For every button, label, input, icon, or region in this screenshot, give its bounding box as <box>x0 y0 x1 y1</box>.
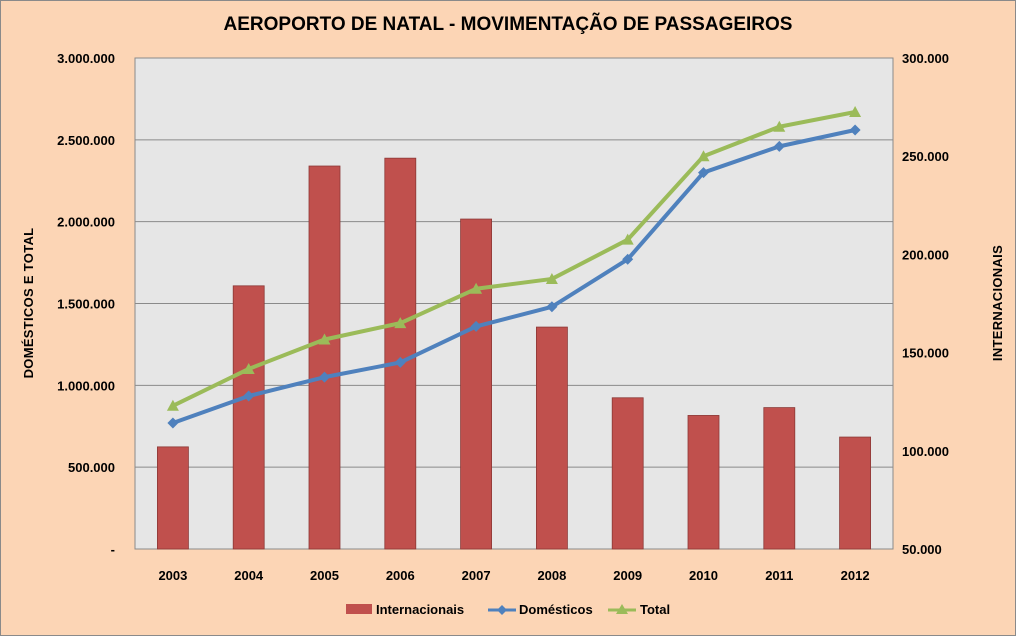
marker-total <box>394 317 407 329</box>
marker-domesticos <box>849 124 861 136</box>
marker-total <box>621 233 634 245</box>
marker-domesticos <box>167 417 179 429</box>
marker-domesticos <box>773 140 785 152</box>
x-tick-label: 2004 <box>234 568 264 583</box>
y-tick-left: - <box>111 542 115 557</box>
bar-internacionais <box>308 165 341 550</box>
x-tick-label: 2008 <box>537 568 566 583</box>
marker-domesticos <box>470 320 482 332</box>
x-tick-label: 2009 <box>613 568 642 583</box>
y-tick-left: 3.000.000 <box>57 51 115 66</box>
legend-label-domesticos: Domésticos <box>519 602 593 617</box>
y-tick-left: 2.000.000 <box>57 215 115 230</box>
legend-marker-domesticos <box>497 605 507 615</box>
y-tick-left: 500.000 <box>68 460 115 475</box>
x-tick-label: 2011 <box>765 568 793 583</box>
y-tick-right: 100.000 <box>902 444 949 459</box>
y-tick-left: 1.500.000 <box>57 297 115 312</box>
marker-domesticos <box>243 390 255 402</box>
bar-internacionais <box>763 407 796 550</box>
chart-title: AEROPORTO DE NATAL - MOVIMENTAÇÃO DE PAS… <box>223 14 793 35</box>
marker-domesticos <box>622 253 634 265</box>
legend-label-internacionais: Internacionais <box>376 602 464 617</box>
y-tick-right: 50.000 <box>902 542 942 557</box>
bars-internacionais <box>156 157 871 550</box>
bar-internacionais <box>232 285 265 550</box>
x-tick-label: 2007 <box>462 568 491 583</box>
bar-internacionais <box>839 436 871 550</box>
y-tick-right: 300.000 <box>902 51 949 66</box>
marker-total <box>318 333 331 345</box>
x-tick-label: 2003 <box>158 568 187 583</box>
y-axis-right-title: INTERNACIONAIS <box>990 245 1005 361</box>
legend: Internacionais Domésticos Total <box>346 602 670 617</box>
bar-internacionais <box>156 446 189 550</box>
y-tick-right: 250.000 <box>902 149 949 164</box>
marker-total <box>773 120 786 132</box>
y-tick-left: 2.500.000 <box>57 133 115 148</box>
marker-total <box>242 362 255 374</box>
line-total <box>172 110 856 408</box>
marker-total <box>697 150 710 162</box>
marker-domesticos <box>546 301 558 313</box>
marker-total <box>849 106 862 118</box>
marker-domesticos <box>698 167 709 179</box>
y-tick-right: 150.000 <box>902 346 949 361</box>
marker-total <box>545 272 558 284</box>
bar-internacionais <box>611 397 644 550</box>
marker-total <box>470 282 483 294</box>
marker-total <box>166 399 179 411</box>
tick-labels: - 500.000 1.000.000 1.500.000 2.000.000 2.500… <box>57 51 949 583</box>
bar-internacionais <box>460 218 493 550</box>
y-axis-left-title: DOMÉSTICOS E TOTAL <box>21 228 36 379</box>
bar-internacionais <box>536 326 568 550</box>
legend-swatch-internacionais <box>346 604 372 614</box>
x-tick-label: 2010 <box>689 568 718 583</box>
x-tick-label: 2005 <box>310 568 339 583</box>
y-tick-left: 1.000.000 <box>57 378 115 393</box>
marker-domesticos <box>394 356 406 368</box>
legend-marker-total <box>616 604 628 614</box>
y-tick-right: 200.000 <box>902 247 949 262</box>
x-tick-label: 2012 <box>841 568 870 583</box>
x-tick-label: 2006 <box>386 568 415 583</box>
bar-internacionais <box>687 415 720 550</box>
legend-label-total: Total <box>640 602 670 617</box>
bar-internacionais <box>384 157 417 550</box>
lines-layer <box>166 106 862 429</box>
line-domesticos <box>172 128 856 425</box>
marker-domesticos <box>319 371 330 383</box>
